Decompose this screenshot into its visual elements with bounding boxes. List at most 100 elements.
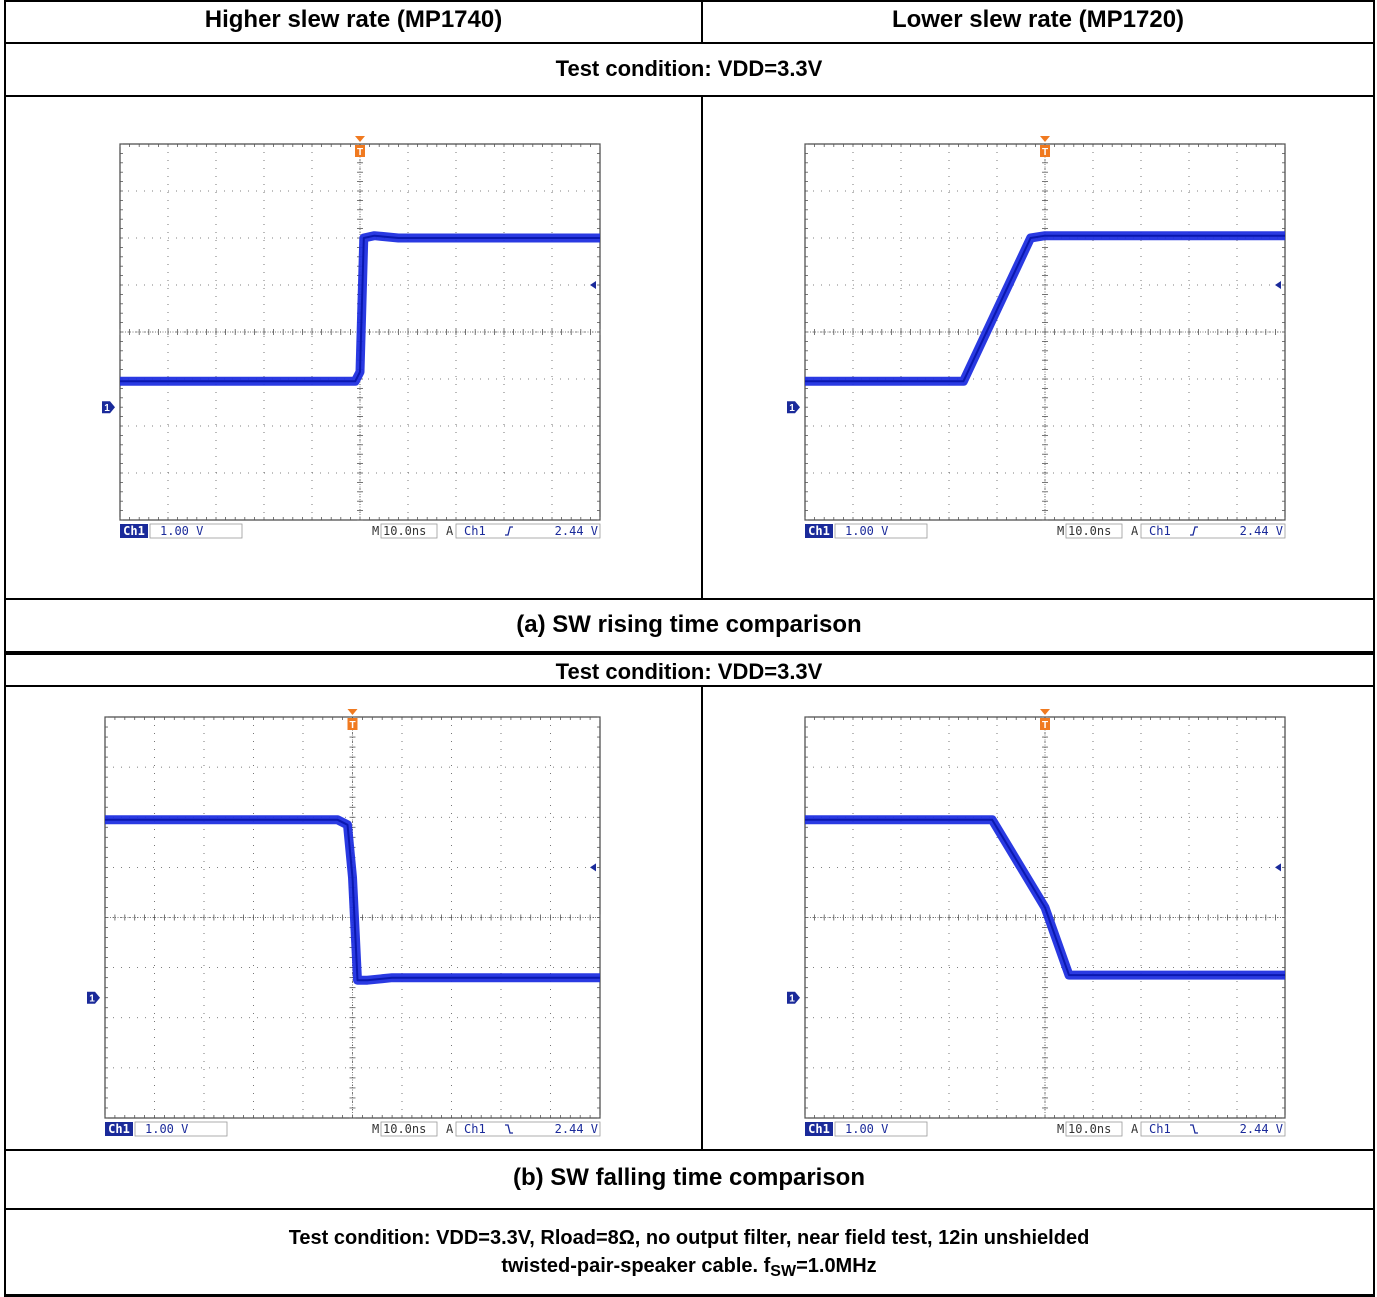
time-scale-value: 10.0ns [1068,524,1111,538]
table-border-right [1373,0,1375,1297]
trigger-level-arrow-icon [590,281,596,289]
trigger-box [455,523,601,539]
test-condition-bottom: Test condition: VDD=3.3V [555,659,823,684]
trigger-marker-icon: T [355,136,365,158]
caption-falling: (b) SW falling time comparison [512,1164,866,1191]
falling-edge-icon [505,1124,513,1134]
trigger-source: Ch1 [1149,1122,1171,1136]
ch1-badge-label: Ch1 [808,524,830,538]
trigger-marker-icon: T [1040,136,1050,158]
footer-note: Test condition: VDD=3.3V, Rload=8Ω, no o… [4,1224,1374,1286]
time-scale-box [380,523,438,539]
waveform-trace-core [805,234,1285,383]
ch1-scale-box [834,523,928,539]
ch1-scale-value: 1.00 V [145,1122,188,1136]
time-scale-box [380,1121,438,1137]
column-header-left: Higher slew rate (MP1740) [204,6,503,33]
ch1-scale-value: 1.00 V [160,524,203,538]
row-divider [4,598,1374,600]
ch1-scale-box [834,1121,928,1137]
ch1-ground-marker-icon: 1 [787,991,800,1005]
row-divider [4,1208,1374,1210]
row-divider [4,685,1374,687]
ground-marker-digit: 1 [89,994,95,1005]
trigger-level-arrow-icon [1275,863,1281,872]
column-divider [701,95,703,600]
waveform-trace-core [805,818,1285,977]
trigger-level-value: 2.44 V [1240,524,1283,538]
ch1-ground-marker-icon: 1 [787,401,800,414]
footer-line-2: twisted-pair-speaker cable. fSW=1.0MHz [4,1252,1374,1286]
ch1-badge-label: Ch1 [123,524,145,538]
time-label: M [1057,524,1064,538]
ch1-badge-label: Ch1 [808,1122,830,1136]
ch1-scale-value: 1.00 V [845,524,888,538]
time-label: M [372,1122,379,1136]
footer-line-2-sub: SW [770,1263,797,1280]
row-divider [4,651,1374,655]
caption-rising: (a) SW rising time comparison [516,611,862,638]
scope-svg: T 1 Ch1 1.00 V M 10.0ns A Ch1 2.44 V [102,136,601,539]
ground-marker-digit: 1 [789,403,795,414]
time-scale-value: 10.0ns [1068,1122,1111,1136]
footer-line-1: Test condition: VDD=3.3V, Rload=8Ω, no o… [288,1227,1090,1249]
footer-line-2-prefix: twisted-pair-speaker cable. f [501,1255,771,1277]
table-border-bottom [4,1294,1374,1297]
ch1-badge [805,1122,833,1136]
scope-fall-mp1740: T 1 Ch1 1.00 V M 10.0ns A Ch1 2.44 V [85,703,610,1148]
footer-line-2-suffix: =1.0MHz [796,1255,877,1277]
trigger-box [1140,523,1286,539]
scope-rise-mp1740: T 1 Ch1 1.00 V M 10.0ns A Ch1 2.44 V [100,130,610,550]
ground-marker-digit: 1 [789,994,795,1005]
waveform-trace-core [105,818,600,982]
time-label: M [1057,1122,1064,1136]
ch1-badge [105,1122,133,1136]
trigger-level-arrow-icon [590,863,596,872]
ground-marker-digit: 1 [104,403,110,414]
rising-edge-icon [505,526,513,536]
falling-edge-icon [1190,1124,1198,1134]
trigger-source: Ch1 [464,524,486,538]
trigger-marker-letter: T [357,147,363,158]
time-scale-box [1065,523,1123,539]
ch1-ground-marker-icon: 1 [87,991,100,1005]
row-divider [4,1149,1374,1151]
trigger-marker-icon: T [347,709,358,731]
scope-fall-mp1720: T 1 Ch1 1.00 V M 10.0ns A Ch1 2.44 V [785,703,1295,1148]
table-border-left [4,0,6,1297]
rising-edge-icon [1190,526,1198,536]
ch1-badge [805,524,833,538]
trigger-box [1140,1121,1286,1137]
ch1-scale-box [134,1121,228,1137]
column-header-right: Lower slew rate (MP1720) [891,6,1185,33]
trigger-label: A [1131,524,1139,538]
trigger-marker-letter: T [349,720,355,731]
column-divider [701,0,703,44]
row-divider [4,42,1374,44]
trigger-source: Ch1 [464,1122,486,1136]
ch1-badge [120,524,148,538]
column-divider [701,685,703,1151]
scope-svg: T 1 Ch1 1.00 V M 10.0ns A Ch1 2.44 V [787,136,1286,539]
trigger-label: A [1131,1122,1139,1136]
trigger-level-arrow-icon [1275,281,1281,289]
trigger-marker-letter: T [1042,720,1048,731]
trigger-box [455,1121,601,1137]
waveform-trace-core [120,234,600,383]
trigger-level-value: 2.44 V [555,524,598,538]
trigger-source: Ch1 [1149,524,1171,538]
trigger-level-value: 2.44 V [555,1122,598,1136]
time-scale-value: 10.0ns [383,1122,426,1136]
time-scale-value: 10.0ns [383,524,426,538]
ch1-scale-value: 1.00 V [845,1122,888,1136]
scope-rise-mp1720: T 1 Ch1 1.00 V M 10.0ns A Ch1 2.44 V [785,130,1295,550]
test-condition-top: Test condition: VDD=3.3V [555,56,823,81]
ch1-scale-box [149,523,243,539]
row-divider [4,95,1374,97]
trigger-marker-letter: T [1042,147,1048,158]
trigger-level-value: 2.44 V [1240,1122,1283,1136]
scope-svg: T 1 Ch1 1.00 V M 10.0ns A Ch1 2.44 V [787,709,1286,1137]
ch1-badge-label: Ch1 [108,1122,130,1136]
trigger-label: A [446,1122,454,1136]
trigger-marker-icon: T [1040,709,1050,731]
